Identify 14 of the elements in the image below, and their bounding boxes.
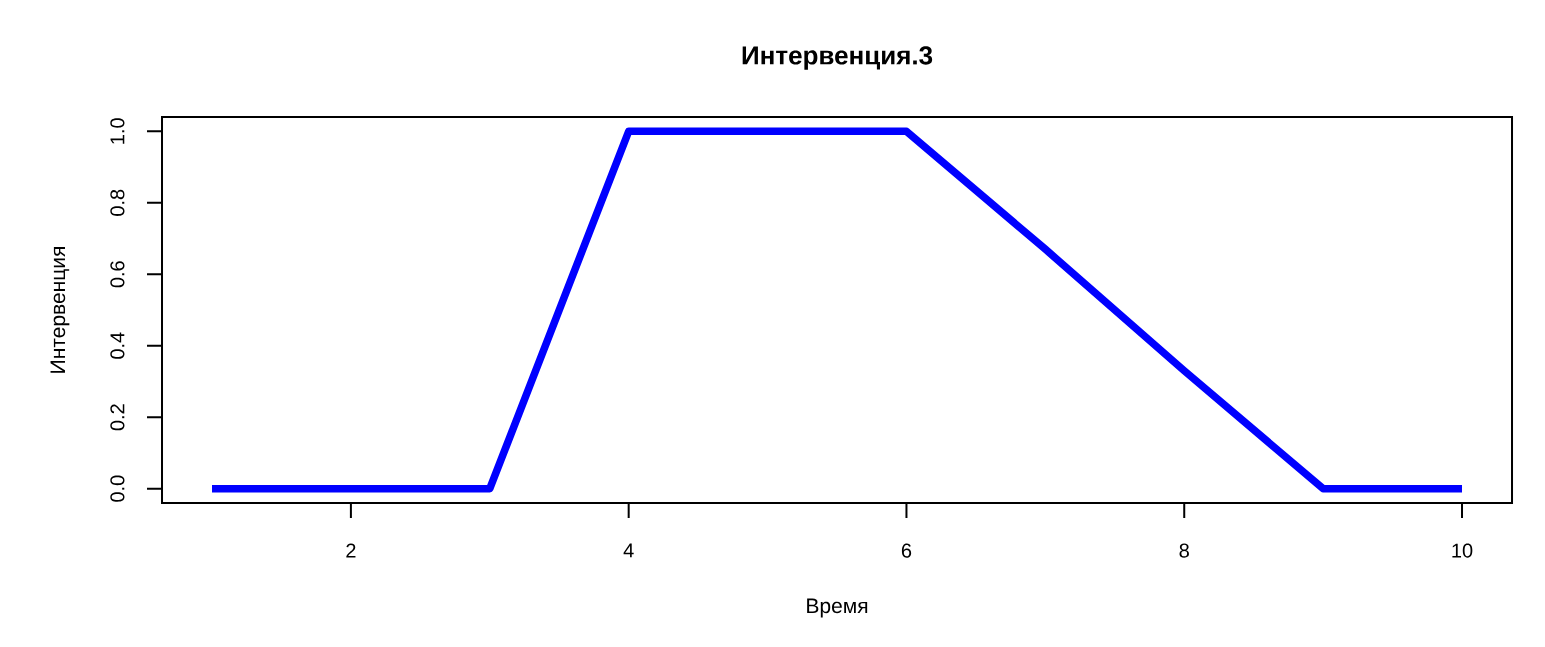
y-tick-label: 0.8 — [110, 189, 125, 216]
y-tick-label: 0.2 — [110, 404, 125, 431]
x-tick-label: 4 — [623, 543, 634, 558]
y-tick-label: 0.0 — [110, 475, 125, 502]
y-tick-label: 1.0 — [110, 118, 125, 144]
y-tick-label: 0.6 — [110, 261, 125, 288]
y-tick-label: 0.4 — [110, 332, 125, 359]
x-tick-label: 8 — [1179, 543, 1189, 558]
x-axis-title: Время — [807, 598, 868, 618]
x-tick-label: 10 — [1452, 543, 1473, 558]
chart-title: Интервенция.3 — [742, 46, 933, 70]
x-tick-label: 2 — [346, 543, 356, 558]
x-tick-label: 6 — [901, 543, 912, 558]
y-axis-title: Интервенция — [50, 247, 70, 373]
